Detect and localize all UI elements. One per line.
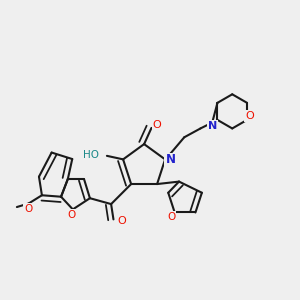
Text: O: O [245, 111, 254, 121]
Text: O: O [167, 212, 175, 222]
Text: N: N [208, 121, 218, 131]
Text: O: O [24, 204, 32, 214]
Text: HO: HO [83, 150, 99, 160]
Text: O: O [68, 210, 76, 220]
Text: O: O [117, 216, 126, 226]
Text: O: O [152, 120, 161, 130]
Text: N: N [165, 154, 176, 166]
